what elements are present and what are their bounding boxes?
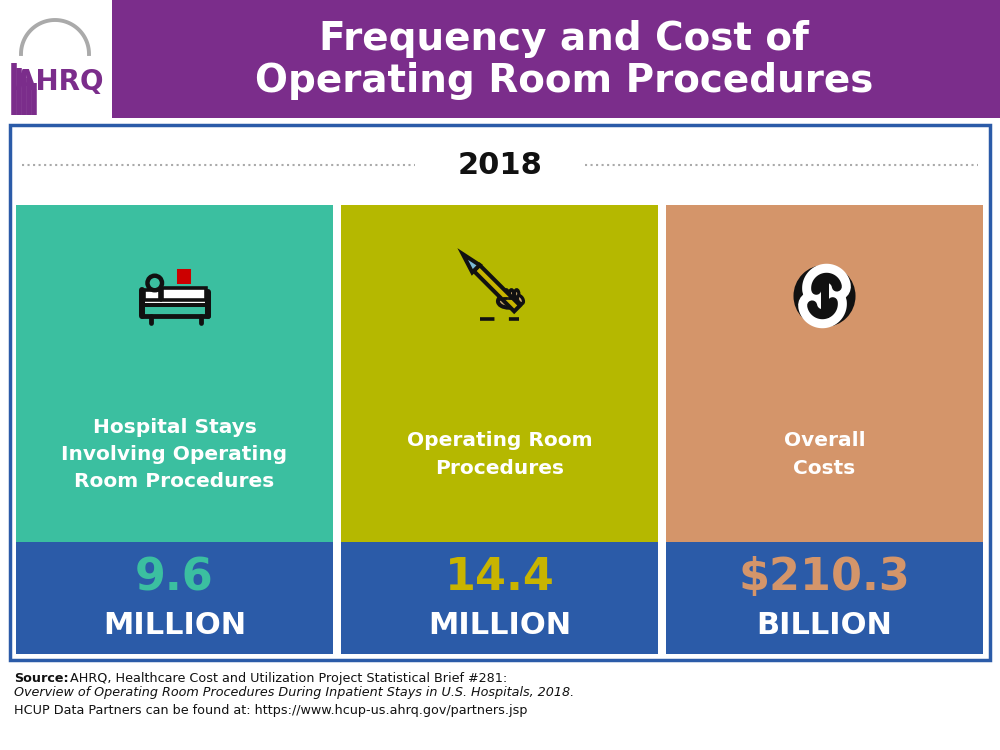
Ellipse shape bbox=[509, 290, 514, 299]
Bar bbox=[162, 288, 206, 300]
Text: MILLION: MILLION bbox=[103, 611, 246, 640]
Bar bbox=[0, 0, 112, 118]
Text: AHRQ: AHRQ bbox=[15, 68, 105, 96]
Bar bbox=[666, 542, 983, 654]
Polygon shape bbox=[463, 254, 480, 272]
Text: Source:: Source: bbox=[14, 672, 69, 685]
Text: Operating Room
Procedures: Operating Room Procedures bbox=[407, 431, 592, 478]
Text: Hospital Stays
Involving Operating
Room Procedures: Hospital Stays Involving Operating Room … bbox=[61, 418, 288, 491]
Text: Overview of Operating Room Procedures During Inpatient Stays in U.S. Hospitals, : Overview of Operating Room Procedures Du… bbox=[14, 686, 574, 699]
Text: 2018: 2018 bbox=[458, 151, 542, 179]
Bar bbox=[341, 542, 658, 654]
Text: Frequency and Cost of: Frequency and Cost of bbox=[319, 20, 809, 58]
Bar bbox=[16, 205, 333, 542]
Text: 9.6: 9.6 bbox=[135, 556, 214, 599]
Polygon shape bbox=[474, 265, 520, 311]
Bar bbox=[16, 542, 333, 654]
Ellipse shape bbox=[498, 295, 520, 307]
Ellipse shape bbox=[504, 290, 508, 299]
Ellipse shape bbox=[499, 290, 503, 299]
Text: BILLION: BILLION bbox=[757, 611, 892, 640]
Text: Operating Room Procedures: Operating Room Procedures bbox=[255, 62, 873, 100]
Ellipse shape bbox=[514, 290, 519, 299]
Text: $210.3: $210.3 bbox=[739, 556, 910, 599]
Bar bbox=[666, 205, 983, 542]
Text: MILLION: MILLION bbox=[428, 611, 571, 640]
Text: 14.4: 14.4 bbox=[445, 556, 554, 599]
Bar bbox=[341, 205, 658, 542]
Bar bbox=[108, 0, 1000, 118]
Ellipse shape bbox=[517, 296, 523, 304]
Bar bbox=[144, 290, 160, 300]
Text: HCUP Data Partners can be found at: https://www.hcup-us.ahrq.gov/partners.jsp: HCUP Data Partners can be found at: http… bbox=[14, 704, 528, 717]
Text: AHRQ, Healthcare Cost and Utilization Project Statistical Brief #281:: AHRQ, Healthcare Cost and Utilization Pr… bbox=[70, 672, 511, 685]
Bar bbox=[143, 292, 207, 305]
Bar bbox=[10, 125, 990, 660]
Text: Overall
Costs: Overall Costs bbox=[784, 431, 865, 478]
